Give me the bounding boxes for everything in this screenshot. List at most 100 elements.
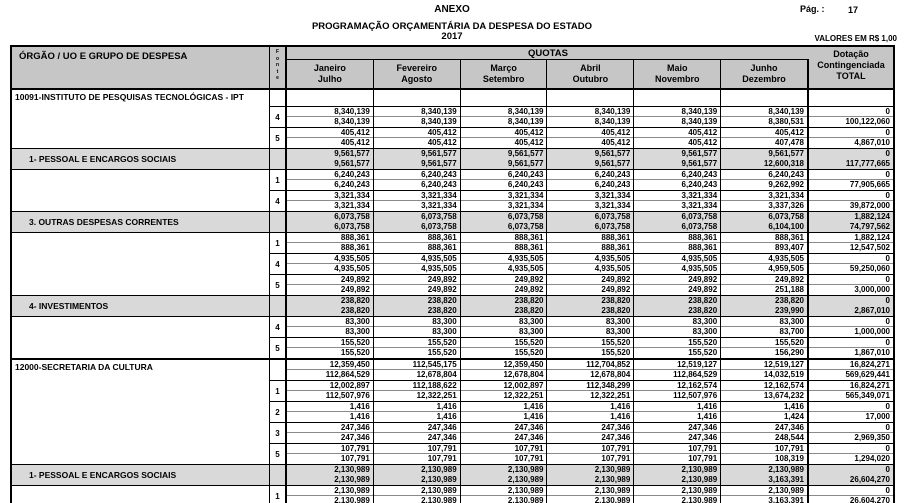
value-line: 9,561,577 <box>421 149 457 158</box>
value-cell: 8,340,139 8,340,139 <box>547 106 635 127</box>
value-line: 107,791 <box>688 454 718 463</box>
value-cell <box>461 90 548 106</box>
value-cell: 6,073,758 6,073,758 <box>460 211 548 232</box>
fonte-cell: 3 <box>270 422 287 443</box>
value-line: 4,935,505 <box>334 264 370 273</box>
total-cell: 0 2,969,350 <box>808 422 893 443</box>
value-line: 247,346 <box>688 433 718 442</box>
fonte-cell: 5 <box>270 337 287 358</box>
value-line: 888,361 <box>340 243 370 252</box>
org-label <box>12 127 270 148</box>
value-line: 83,300 <box>547 317 634 327</box>
value-line: 247,346 <box>373 423 460 433</box>
value-cell: 405,412 407,478 <box>721 127 809 148</box>
value-line: 3,321,334 <box>634 191 721 201</box>
total-cell: 0 4,867,010 <box>808 127 893 148</box>
value-cell: 6,240,243 6,240,243 <box>547 169 635 190</box>
total-cell: 0 117,777,665 <box>808 148 893 169</box>
value-cell: 3,321,334 3,321,334 <box>634 190 722 211</box>
org-label <box>12 422 270 443</box>
month-bottom: Novembro <box>654 74 700 84</box>
value-cell: 405,412 405,412 <box>460 127 548 148</box>
value-line: 8,340,139 <box>721 107 807 117</box>
value-cell: 1,416 1,416 <box>460 401 548 422</box>
value-line: 155,520 <box>601 348 631 357</box>
value-line: 12,002,897 <box>287 381 373 391</box>
value-cell: 249,892 251,188 <box>721 274 809 295</box>
table-row: 3 247,346 247,346 247,346 247,346 247,346 247,… <box>12 422 893 443</box>
value-cell: 2,130,989 2,130,989 <box>460 464 548 485</box>
value-cell: 238,820 238,820 <box>547 295 635 316</box>
value-line: 238,820 <box>514 296 544 305</box>
value-cell: 3,321,334 3,321,334 <box>460 190 548 211</box>
value-line: 112,188,622 <box>373 381 460 391</box>
value-line: 112,864,529 <box>325 370 370 379</box>
value-line: 107,791 <box>460 444 547 454</box>
value-line: 83,300 <box>692 327 718 336</box>
table-row: 2 1,416 1,416 1,416 1,416 1,416 1,416 1,416 1,41… <box>12 401 893 422</box>
value-cell: 238,820 238,820 <box>634 295 722 316</box>
value-line: 6,073,758 <box>681 212 718 221</box>
value-line: 3,321,334 <box>334 201 370 210</box>
value-line: 2,130,989 <box>768 465 804 474</box>
table-row: 1- PESSOAL E ENCARGOS SOCIAIS 9,561,577 9,… <box>12 148 893 169</box>
value-line: 405,412 <box>287 128 373 138</box>
table-row: 5 249,892 249,892 249,892 249,892 249,892 249,… <box>12 274 893 295</box>
value-cell: 8,340,139 8,380,531 <box>721 106 809 127</box>
value-line: 3,000,000 <box>854 285 890 294</box>
value-line: 2,130,989 <box>421 465 457 474</box>
value-line: 0 <box>808 423 893 433</box>
table-row: 1- PESSOAL E ENCARGOS SOCIAIS 2,130,989 2,… <box>12 464 893 485</box>
fonte-cell <box>270 90 287 106</box>
value-cell: 888,361 888,361 <box>460 232 548 253</box>
value-line: 2,130,989 <box>594 496 631 503</box>
value-cell: 238,820 239,990 <box>721 295 809 316</box>
value-cell: 247,346 248,544 <box>721 422 809 443</box>
value-line: 6,240,243 <box>681 180 718 189</box>
value-cell: 6,073,758 6,104,100 <box>721 211 809 232</box>
value-cell: 3,321,334 3,321,334 <box>287 190 374 211</box>
month-bottom: Dezembro <box>742 74 786 84</box>
value-line: 405,412 <box>460 128 547 138</box>
value-line: 9,561,577 <box>507 149 544 158</box>
value-line: 16,824,271 <box>808 360 893 370</box>
value-cell: 2,130,989 3,163,391 <box>721 485 809 503</box>
value-line: 17,000 <box>865 412 890 421</box>
value-line: 8,340,139 <box>547 107 634 117</box>
total-cell: 0 26,604,270 <box>808 485 893 503</box>
value-cell: 405,412 405,412 <box>634 127 722 148</box>
value-line: 2,130,989 <box>681 496 718 503</box>
value-line: 107,791 <box>427 454 457 463</box>
value-cell: 12,162,574 13,674,232 <box>721 380 809 401</box>
value-cell: 4,935,505 4,935,505 <box>460 253 548 274</box>
group-label: 1- PESSOAL E ENCARGOS SOCIAIS <box>12 464 270 485</box>
value-line: 8,340,139 <box>421 117 457 126</box>
document-title: PROGRAMAÇÃO ORÇAMENTÁRIA DA DESPESA DO E… <box>311 21 593 32</box>
value-line: 0 <box>885 149 890 158</box>
table-row: 4 3,321,334 3,321,334 3,321,334 3,321,334 3,3… <box>12 190 893 211</box>
group-label: 3. OUTRAS DESPESAS CORRENTES <box>12 211 270 232</box>
value-line: 12,519,127 <box>634 360 721 370</box>
value-cell: 405,412 405,412 <box>547 127 635 148</box>
total-cell <box>809 90 893 106</box>
table-row: 5 155,520 155,520 155,520 155,520 155,520 155,… <box>12 337 893 358</box>
value-line: 2,130,989 <box>634 486 721 496</box>
value-cell: 2,130,989 2,130,989 <box>634 464 722 485</box>
value-cell: 249,892 249,892 <box>547 274 635 295</box>
value-line: 12,547,502 <box>849 243 890 252</box>
value-line: 405,412 <box>634 128 721 138</box>
month-top: Março <box>490 63 517 73</box>
value-line: 0 <box>808 191 893 201</box>
value-cell: 83,300 83,300 <box>287 316 374 337</box>
value-line: 6,240,243 <box>634 170 721 180</box>
table-row: 10091-INSTITUTO DE PESQUISAS TECNOLÓGICA… <box>12 90 893 106</box>
value-line: 1,416 <box>697 412 718 421</box>
column-header-orgao: ÓRGÃO / UO E GRUPO DE DESPESA <box>12 47 270 88</box>
value-cell: 107,791 107,791 <box>547 443 635 464</box>
value-line: 0 <box>808 317 893 327</box>
column-header-month: Janeiro Julho <box>287 60 374 88</box>
value-line: 6,073,758 <box>507 212 544 221</box>
value-cell: 9,561,577 9,561,577 <box>634 148 722 169</box>
column-header-quotas: QUOTAS <box>287 47 809 60</box>
